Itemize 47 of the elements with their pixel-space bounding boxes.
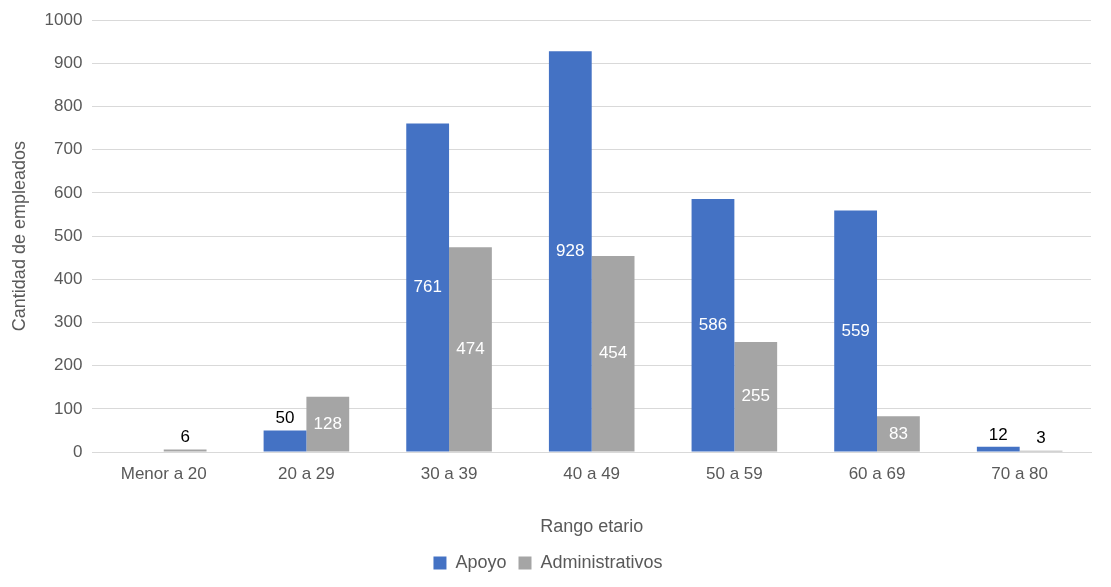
y-tick-label: 800 <box>54 96 83 116</box>
bar <box>591 255 635 452</box>
bar <box>976 446 1020 452</box>
y-tick-label: 900 <box>54 53 83 73</box>
y-tick-label: 300 <box>54 312 83 332</box>
bar <box>834 210 878 452</box>
data-label: 128 <box>313 413 342 433</box>
data-label: 50 <box>275 408 295 428</box>
y-tick-label: 1000 <box>44 9 83 29</box>
y-axis-title: Cantidad de empleados <box>8 141 29 332</box>
bar <box>734 341 778 452</box>
y-tick-label: 400 <box>54 268 83 288</box>
data-label: 12 <box>988 424 1008 444</box>
data-label: 928 <box>556 241 585 261</box>
data-label: 586 <box>698 314 728 334</box>
bar <box>877 416 920 452</box>
bar <box>406 123 450 452</box>
data-label: 83 <box>888 423 908 443</box>
bar <box>163 449 207 452</box>
bar <box>449 247 492 452</box>
legend-label: Administrativos <box>540 551 663 572</box>
y-tick-label: 600 <box>54 182 83 202</box>
y-tick-label: 100 <box>54 398 83 418</box>
data-label: 255 <box>741 386 770 406</box>
bar <box>548 51 592 452</box>
legend-label: Apoyo <box>455 551 507 572</box>
y-tick-label: 0 <box>72 441 83 461</box>
y-tick-label: 200 <box>54 355 83 375</box>
data-label: 559 <box>841 320 870 340</box>
x-tick-label: Menor a 20 <box>120 463 207 483</box>
x-tick-label: 40 a 49 <box>563 463 621 483</box>
data-label: 6 <box>180 427 190 447</box>
data-label: 454 <box>598 343 628 363</box>
x-tick-label: 30 a 39 <box>420 463 478 483</box>
x-tick-label: 60 a 69 <box>848 463 906 483</box>
bar <box>263 430 307 452</box>
x-tick-label: 70 a 80 <box>991 463 1049 483</box>
x-tick-label: 20 a 29 <box>278 463 335 483</box>
data-label: 761 <box>413 277 442 297</box>
bar <box>306 396 350 452</box>
x-axis-title: Rango etario <box>540 516 644 537</box>
bar <box>691 198 735 452</box>
data-label: 3 <box>1036 428 1046 448</box>
y-tick-label: 500 <box>54 225 83 245</box>
data-label: 474 <box>456 339 485 359</box>
y-tick-label: 700 <box>54 139 83 159</box>
x-tick-label: 50 a 59 <box>706 463 763 483</box>
